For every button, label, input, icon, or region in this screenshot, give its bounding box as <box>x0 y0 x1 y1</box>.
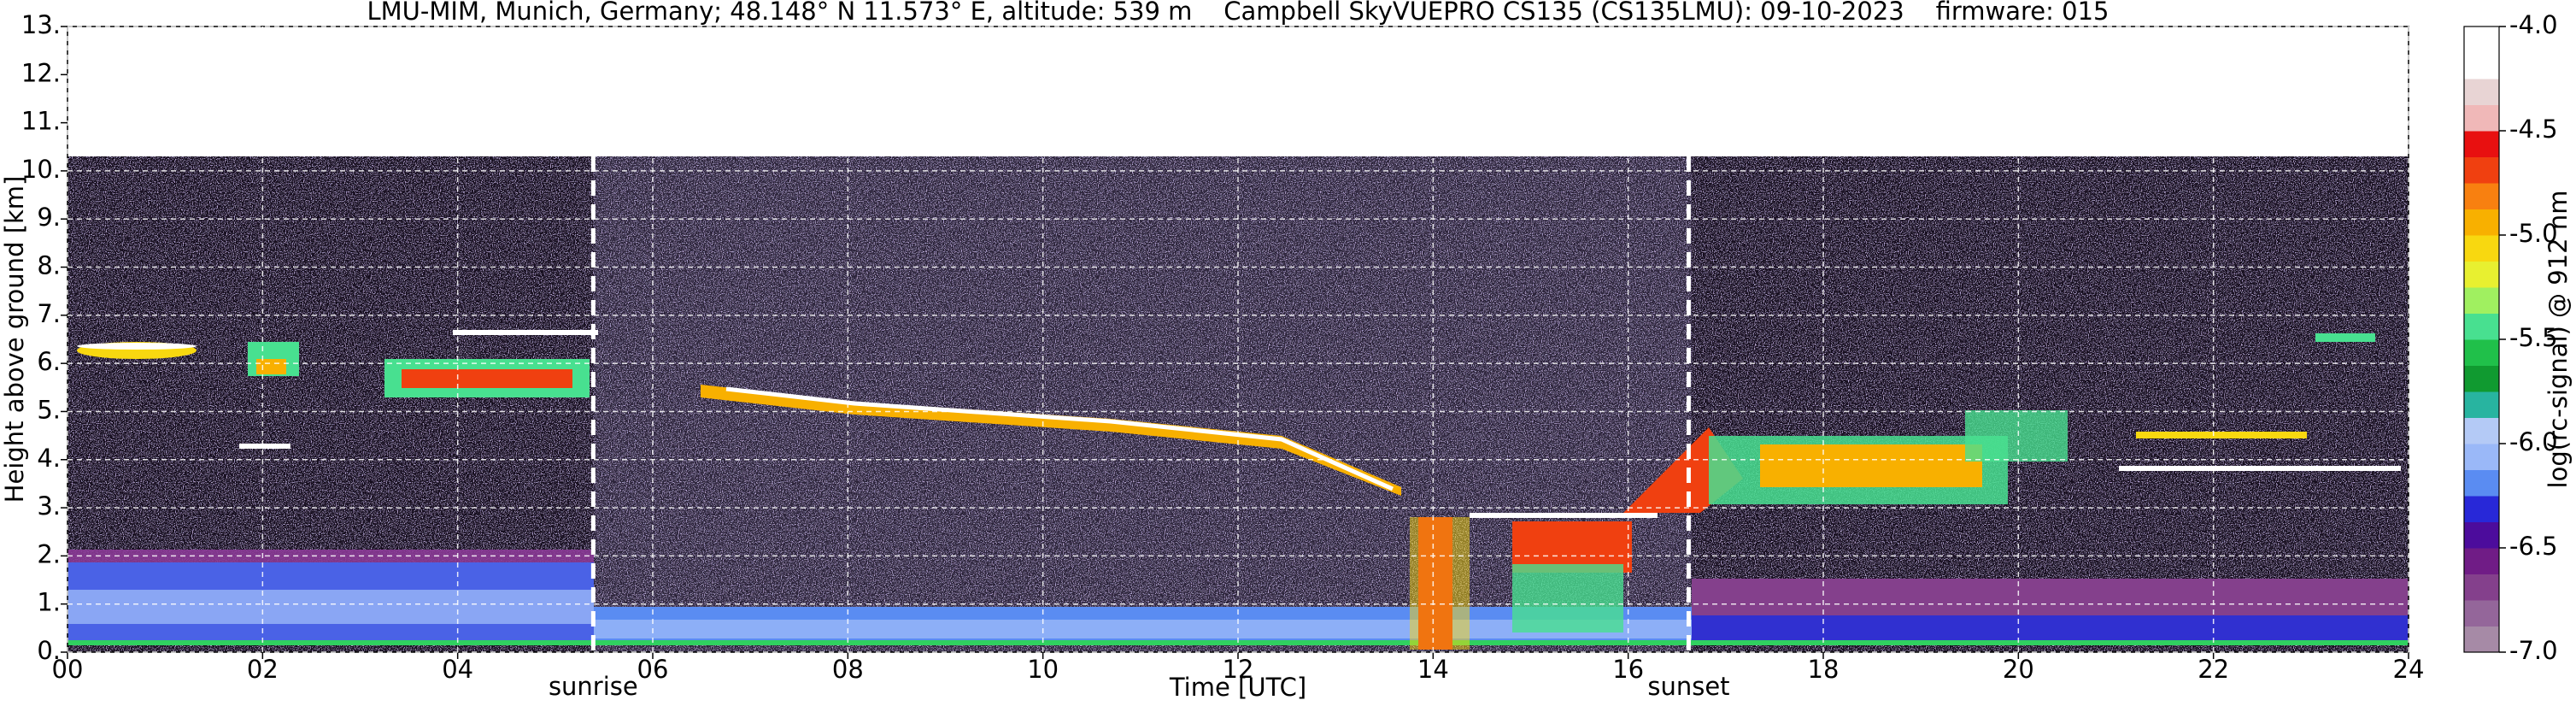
colorbar-tick-label: -5.0 <box>2509 219 2558 248</box>
colorbar-tick-label: -5.5 <box>2509 323 2558 352</box>
colorbar-segment <box>2464 131 2499 157</box>
colorbar-segment <box>2464 365 2499 392</box>
x-tick-label: 04 <box>442 655 473 684</box>
x-tick-label: 20 <box>2003 655 2034 684</box>
colorbar-segment <box>2464 287 2499 314</box>
descending-cloud <box>701 385 1401 496</box>
aerosol-layer <box>1692 579 2409 621</box>
precipitation <box>1512 564 1623 632</box>
colorbar-segment <box>2464 313 2499 340</box>
boundary-layer <box>67 590 594 624</box>
cloud <box>2119 466 2401 471</box>
colorbar-segment <box>2464 391 2499 418</box>
y-tick-label: 1. <box>37 588 61 617</box>
cloud <box>1965 410 2068 462</box>
colorbar-segment <box>2464 496 2499 522</box>
x-tick-label: 14 <box>1417 655 1449 684</box>
colorbar-tick-label: -6.5 <box>2509 532 2558 561</box>
cloud <box>453 330 598 335</box>
colorbar-segment <box>2464 235 2499 262</box>
x-tick-label: 06 <box>637 655 669 684</box>
colorbar-tick-label: -4.5 <box>2509 115 2558 144</box>
colorbar-tick-label: -7.0 <box>2509 636 2558 665</box>
cloud <box>1470 513 1658 518</box>
x-tick-label: 18 <box>1808 655 1840 684</box>
y-tick-label: 6. <box>37 347 61 376</box>
colorbar-segment <box>2464 79 2499 105</box>
annotation-label: sunrise <box>549 672 638 701</box>
y-tick-label: 7. <box>37 299 61 328</box>
colorbar-label: log(rc-signal) @ 912 nm <box>2544 191 2573 489</box>
x-tick-label: 00 <box>52 655 84 684</box>
cloud <box>2315 333 2375 342</box>
colorbar-segment <box>2464 339 2499 366</box>
colorbar-segment <box>2464 261 2499 288</box>
colorbar-segment <box>2464 26 2499 53</box>
colorbar-segment <box>2464 156 2499 184</box>
colorbar-segment <box>2464 444 2499 470</box>
y-tick-label: 2. <box>37 539 61 568</box>
y-tick-label: 12. <box>21 58 61 87</box>
x-tick-label: 22 <box>2198 655 2229 684</box>
x-tick-label: 02 <box>247 655 279 684</box>
annotation-label: sunset <box>1647 672 1729 701</box>
boundary-layer <box>1692 615 2409 644</box>
y-tick-label: 10. <box>21 155 61 184</box>
colorbar-segment <box>2464 469 2499 497</box>
cloud <box>239 444 290 449</box>
y-tick-label: 5. <box>37 395 61 424</box>
colorbar-segment <box>2464 52 2499 79</box>
colorbar-segment <box>2464 574 2499 601</box>
cloud <box>77 343 197 350</box>
cloud <box>2136 432 2307 438</box>
x-tick-label: 10 <box>1027 655 1059 684</box>
colorbar-segment <box>2464 104 2499 132</box>
colorbar-segment <box>2464 183 2499 209</box>
y-tick-label: 3. <box>37 491 61 521</box>
x-tick-label: 24 <box>2393 655 2425 684</box>
colorbar-segment <box>2464 600 2499 627</box>
chart-title: LMU-MIM, Munich, Germany; 48.148° N 11.5… <box>367 0 2110 26</box>
cloud <box>256 359 286 374</box>
x-tick-label: 12 <box>1223 655 1254 684</box>
y-axis-label: Height above ground [km] <box>0 176 29 503</box>
y-tick-label: 4. <box>37 444 61 473</box>
colorbar-segment <box>2464 209 2499 236</box>
y-tick-label: 11. <box>21 107 61 136</box>
y-tick-label: 0. <box>37 636 61 665</box>
y-tick-label: 8. <box>37 251 61 280</box>
cloud <box>1760 444 1982 487</box>
y-tick-label: 13. <box>21 10 61 39</box>
descending-cloud <box>725 386 1394 491</box>
precipitation <box>1410 517 1470 650</box>
colorbar-segment <box>2464 521 2499 549</box>
colorbar-segment <box>2464 626 2499 653</box>
x-tick-label: 08 <box>832 655 864 684</box>
colorbar-tick-label: -4.0 <box>2509 10 2558 39</box>
colorbar-tick-label: -6.0 <box>2509 427 2558 456</box>
colorbar-segment <box>2464 417 2499 444</box>
x-tick-label: 16 <box>1612 655 1644 684</box>
cloud <box>402 369 572 388</box>
x-axis-label: Time [UTC] <box>1169 673 1306 702</box>
colorbar-segment <box>2464 548 2499 574</box>
y-tick-label: 9. <box>37 203 61 232</box>
